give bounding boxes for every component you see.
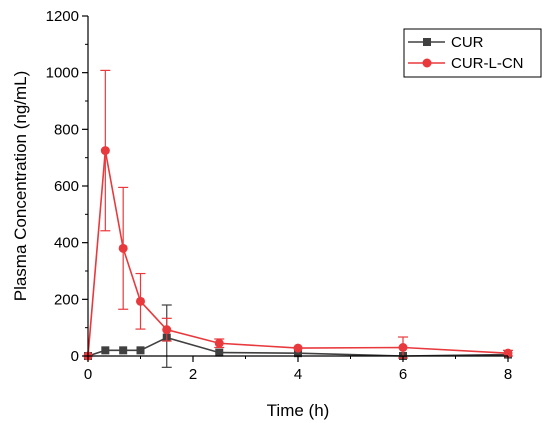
y-tick-label: 1000	[46, 65, 79, 82]
x-tick-label: 6	[399, 366, 407, 383]
legend-marker-cur-l-cn	[422, 58, 432, 68]
y-tick-label: 600	[54, 178, 79, 195]
data-point	[100, 146, 110, 156]
legend-item-cur-l-cn: CUR-L-CN	[408, 55, 524, 72]
series-line	[87, 150, 509, 357]
x-axis-title: Time (h)	[267, 401, 330, 420]
legend-marker-cur	[423, 38, 431, 46]
data-point	[398, 343, 408, 352]
x-tick-label: 4	[294, 366, 302, 383]
legend-label-cur-l-cn: CUR-L-CN	[451, 55, 524, 72]
data-point	[118, 243, 128, 253]
plot-area	[83, 69, 513, 368]
data-point	[136, 346, 145, 355]
y-tick-label: 1200	[46, 8, 79, 25]
legend-item-cur: CUR	[408, 34, 484, 51]
y-axis-title: Plasma Concentration (ng/mL)	[11, 71, 30, 302]
legend-label-cur: CUR	[451, 34, 484, 51]
x-tick-label: 8	[504, 366, 512, 383]
y-tick-label: 400	[54, 235, 79, 252]
data-point	[101, 346, 110, 355]
x-tick-label: 0	[84, 366, 92, 383]
x-tick-label: 2	[189, 366, 197, 383]
legend-box	[403, 28, 542, 78]
axes: 0 2 4 6 8 0 200 400 600 800 1000 1200	[46, 8, 513, 383]
data-point	[136, 296, 145, 306]
legend: CUR CUR-L-CN	[403, 28, 542, 78]
data-point	[214, 338, 224, 348]
series-cur-l-cn	[83, 69, 513, 361]
data-point	[294, 349, 302, 358]
y-tick-label: 0	[71, 348, 79, 365]
data-point	[293, 343, 303, 353]
y-tick-label: 200	[54, 291, 79, 308]
data-point	[119, 346, 128, 355]
data-point	[215, 348, 224, 357]
data-point	[162, 325, 172, 335]
y-tick-label: 800	[54, 121, 79, 138]
